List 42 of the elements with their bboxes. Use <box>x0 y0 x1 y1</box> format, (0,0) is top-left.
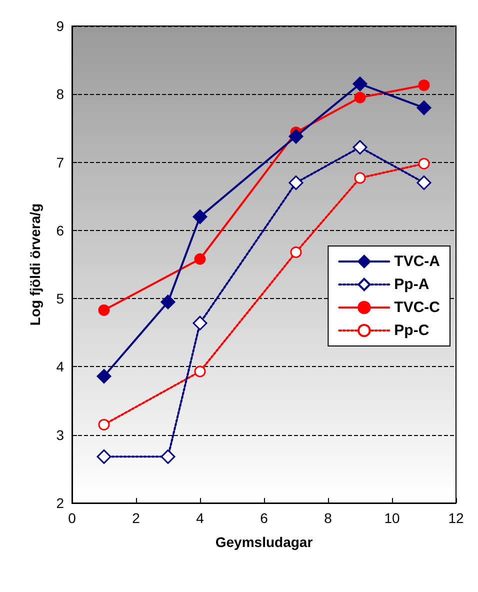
legend-label: TVC-A <box>394 253 440 270</box>
point <box>192 210 208 224</box>
point <box>96 449 112 464</box>
point <box>160 449 176 464</box>
point <box>194 366 206 378</box>
x-tick-label: 8 <box>324 510 332 526</box>
y-axis-title: Log fjöldi örvera/g <box>27 203 43 326</box>
x-tick-label: 4 <box>196 510 204 526</box>
point <box>288 129 304 144</box>
point <box>352 76 368 92</box>
legend-label: Pp-A <box>394 276 430 293</box>
y-tick-label: 5 <box>56 290 64 307</box>
point <box>96 369 112 384</box>
point <box>354 92 366 104</box>
legend-label: Pp-C <box>394 322 430 339</box>
legend-label: TVC-C <box>394 299 440 316</box>
point <box>416 175 432 190</box>
point <box>160 294 176 310</box>
point <box>418 80 430 92</box>
y-tick-label: 4 <box>56 358 64 375</box>
y-tick-label: 8 <box>56 86 64 102</box>
point <box>288 175 304 190</box>
point <box>418 158 430 170</box>
point <box>290 246 302 258</box>
y-tick-label: 7 <box>56 154 64 170</box>
x-tick-label: 6 <box>260 510 268 526</box>
point <box>194 253 206 265</box>
y-tick-label: 6 <box>56 222 64 238</box>
x-tick-label: 10 <box>384 510 400 526</box>
point <box>354 172 366 184</box>
point <box>416 100 432 116</box>
point <box>352 140 368 155</box>
x-axis-title: Geymsludagar <box>215 534 314 550</box>
y-tick-label: 9 <box>56 18 64 34</box>
point <box>98 418 110 430</box>
x-tick-label: 12 <box>448 510 464 526</box>
x-tick-label: 2 <box>132 510 140 526</box>
point <box>192 316 208 330</box>
point <box>98 304 110 316</box>
x-tick-label: 0 <box>68 510 76 526</box>
y-tick-label: 3 <box>56 426 64 443</box>
y-tick-label: 2 <box>56 495 64 511</box>
